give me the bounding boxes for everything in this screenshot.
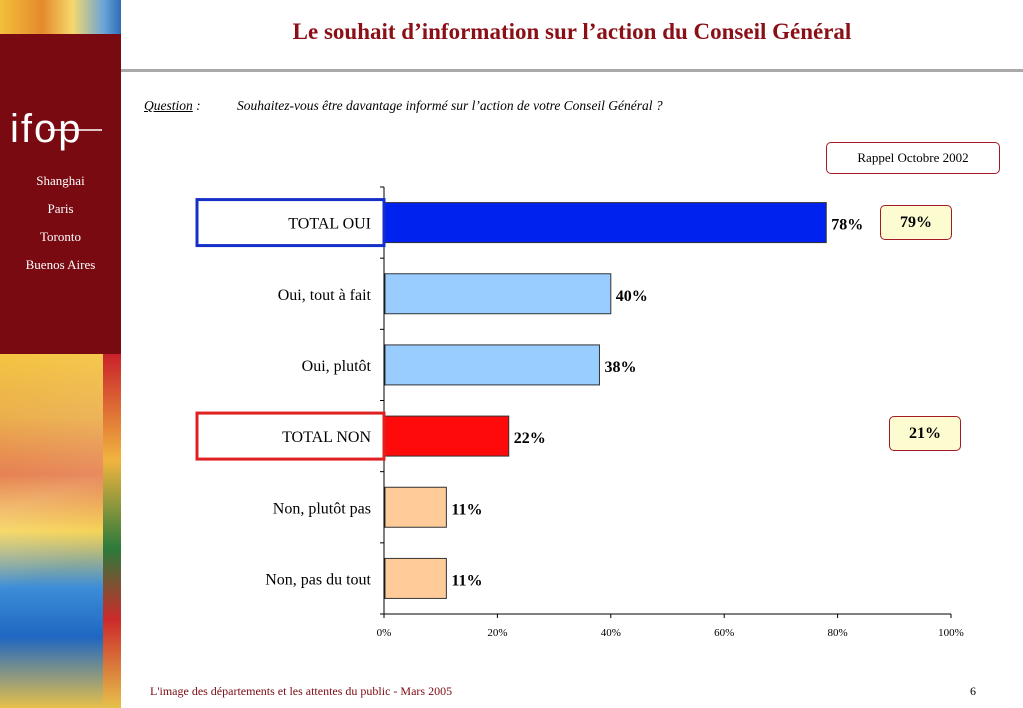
question-label-text: Question [144, 98, 193, 113]
bar [384, 415, 510, 457]
value-label: 38% [604, 359, 636, 376]
footer-text: L'image des départements et les attentes… [150, 684, 453, 698]
x-tick-label: 100% [938, 627, 964, 639]
city-buenos-aires: Buenos Aires [25, 257, 96, 272]
value-label: 22% [514, 430, 546, 447]
ifop-logo: ifop [10, 107, 102, 151]
bar [384, 486, 447, 528]
category-label: Non, plutôt pas [273, 500, 371, 517]
x-tick-label: 0% [377, 627, 392, 639]
bar [384, 344, 600, 386]
decorative-artwork-bottom [0, 354, 121, 708]
highlight-box [195, 411, 386, 461]
category-label: TOTAL OUI [288, 216, 371, 233]
page-title: Le souhait d’information sur l’action du… [292, 19, 852, 44]
category-label: Oui, tout à fait [278, 287, 372, 304]
svg-text:ifop: ifop [10, 107, 83, 151]
title-divider [121, 69, 1023, 72]
x-tick-label: 60% [714, 627, 734, 639]
page-number: 6 [970, 684, 976, 698]
question-label-separator: : [192, 98, 201, 113]
question-label: Question : [144, 98, 201, 114]
value-label: 40% [616, 288, 648, 305]
category-label: Oui, plutôt [302, 358, 372, 375]
question-text: Souhaitez-vous être davantage informé su… [237, 98, 663, 113]
brand-panel: ifop Shanghai Paris Toronto Buenos Aires [0, 34, 121, 354]
highlight-box [195, 198, 386, 248]
value-label: 11% [451, 572, 482, 589]
city-shanghai: Shanghai [36, 173, 85, 188]
x-tick-label: 80% [828, 627, 848, 639]
category-label: Non, pas du tout [265, 571, 371, 588]
comparison-total-non: 21% [889, 416, 961, 451]
city-toronto: Toronto [40, 229, 81, 244]
bar [384, 273, 612, 315]
x-tick-label: 40% [601, 627, 621, 639]
city-paris: Paris [47, 201, 74, 216]
left-sidebar-strip: ifop Shanghai Paris Toronto Buenos Aires [0, 0, 121, 708]
value-label: 78% [831, 217, 863, 234]
comparison-header: Rappel Octobre 2002 [826, 142, 1000, 174]
comparison-total-oui: 79% [880, 205, 952, 240]
category-label: TOTAL NON [282, 429, 371, 446]
x-tick-label: 20% [487, 627, 507, 639]
bar [384, 557, 447, 599]
bar [384, 202, 827, 244]
decorative-artwork-top [0, 0, 121, 34]
value-label: 11% [451, 501, 482, 518]
